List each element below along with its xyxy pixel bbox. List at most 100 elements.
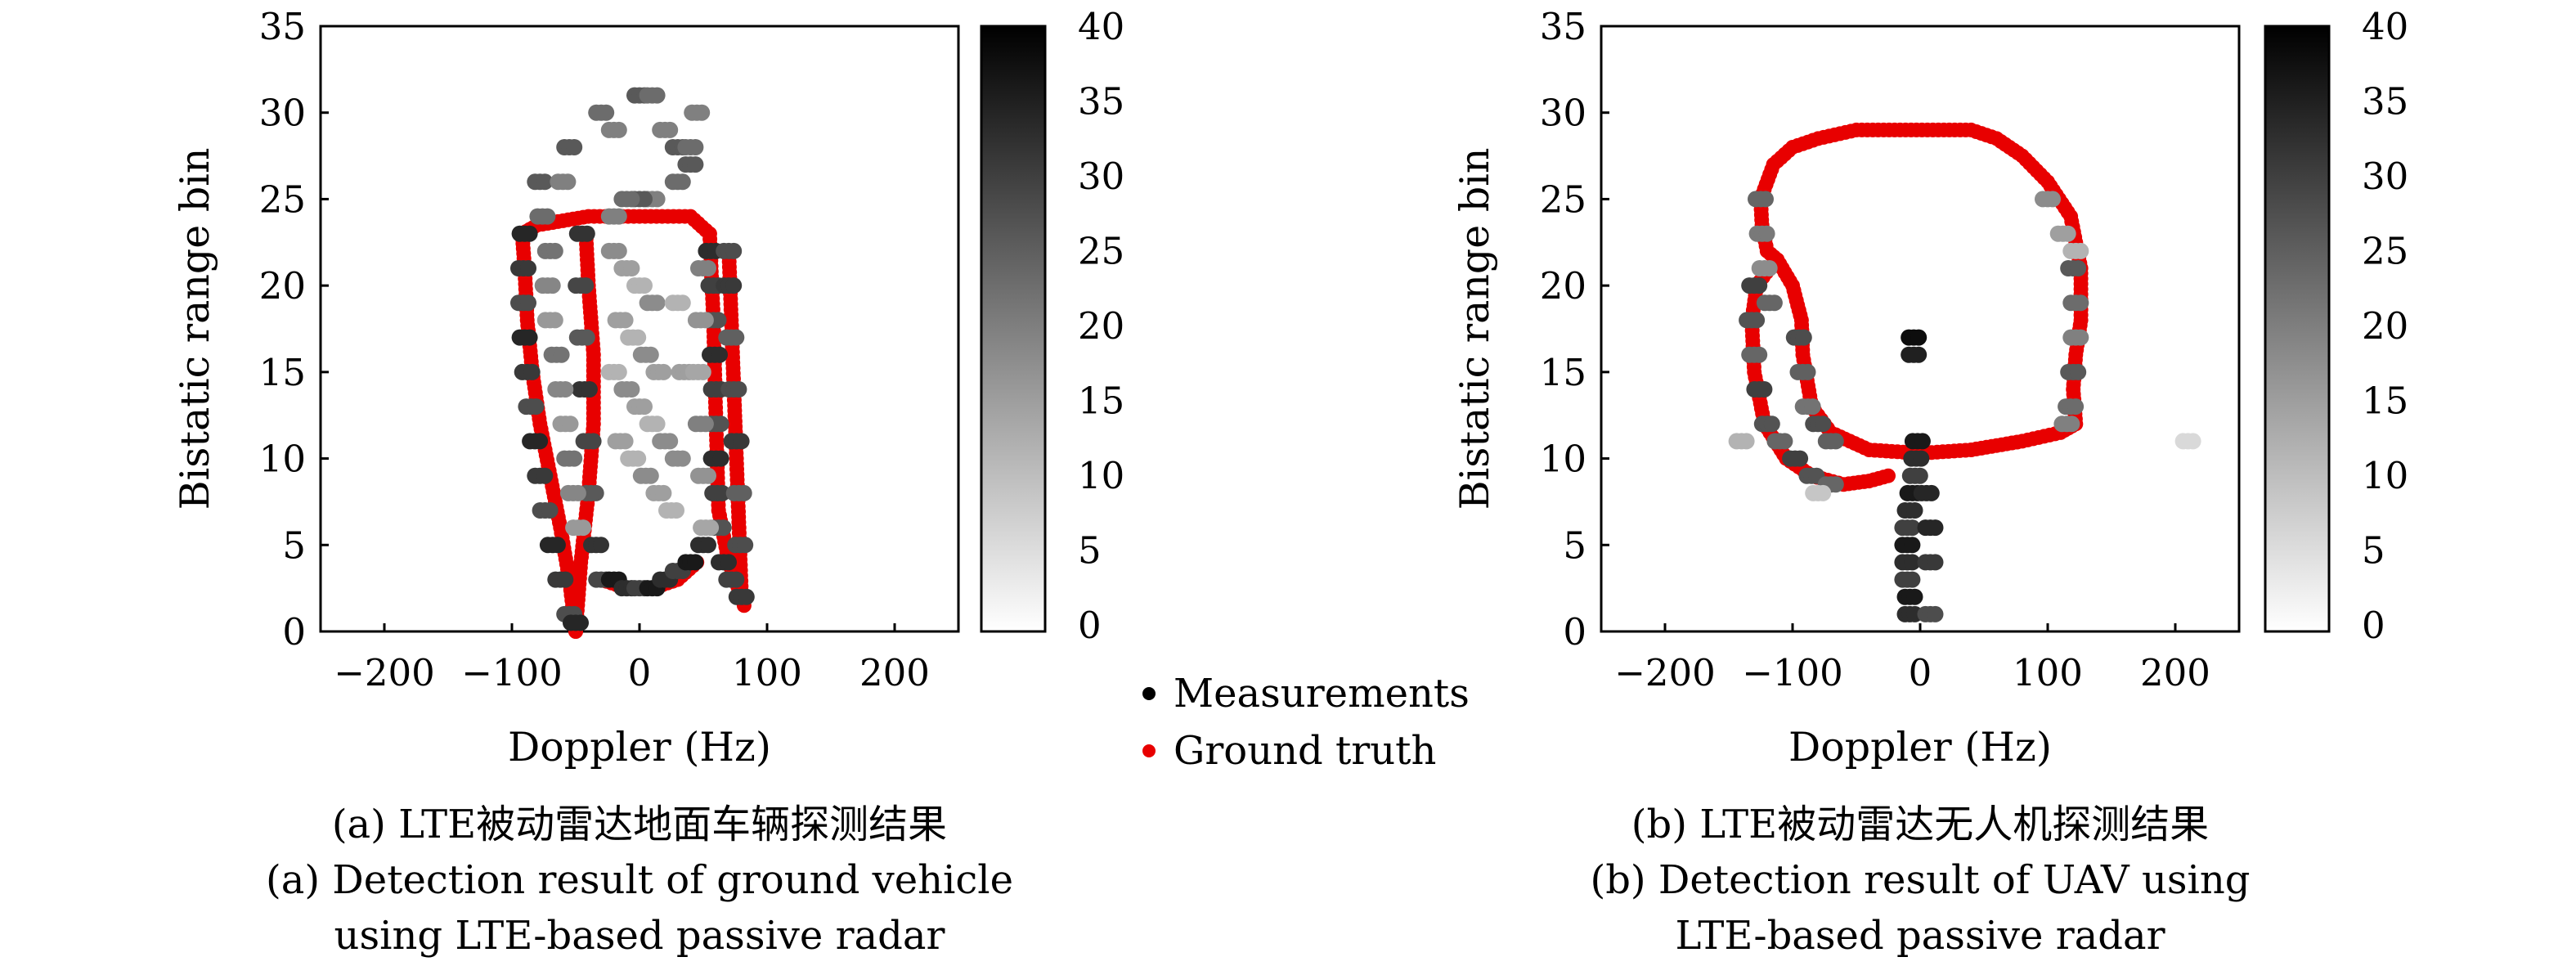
measurement-point — [1906, 588, 1923, 605]
measurement-point — [1757, 191, 1774, 208]
x-tick-label: −200 — [1614, 651, 1716, 694]
measurement-point — [1904, 571, 1921, 588]
colorbar-tick-label: 10 — [2362, 454, 2408, 497]
measurement-point — [694, 363, 711, 380]
y-ticks: 0 5 10 15 20 25 30 35 — [259, 5, 329, 654]
measurement-point — [598, 104, 615, 121]
measurement-point — [714, 484, 731, 501]
measurement-point — [636, 191, 653, 208]
measurement-point — [697, 312, 714, 329]
measurement-point — [562, 416, 579, 433]
measurement-point — [1761, 260, 1778, 276]
measurement-point — [617, 433, 634, 450]
colorbar-tick-label: 30 — [2362, 155, 2408, 198]
y-axis-label: Bistatic range bin — [1452, 148, 1498, 510]
measurement-point — [687, 139, 704, 155]
measurement-point — [610, 208, 627, 225]
ground-truth-point — [1881, 468, 1896, 483]
measurement-point — [2063, 416, 2080, 433]
colorbar-tick-label: 35 — [1078, 80, 1124, 124]
measurement-point — [1748, 312, 1766, 329]
x-tick-label: 100 — [2013, 651, 2083, 694]
measurement-point — [1815, 416, 1832, 433]
measurement-point — [693, 104, 711, 121]
x-tick-label: 100 — [732, 651, 802, 694]
measurement-point — [1910, 346, 1928, 363]
colorbar-gradient — [2264, 25, 2331, 633]
measurement-point — [712, 450, 729, 467]
measurement-point — [566, 139, 583, 155]
legend-label-ground-truth: Ground truth — [1174, 728, 1436, 774]
measurement-point — [720, 554, 737, 571]
x-tick-label: 200 — [859, 651, 930, 694]
y-axis-label: Bistatic range bin — [172, 148, 218, 510]
legend-marker-measurements — [1142, 687, 1156, 700]
measurement-point — [610, 363, 627, 380]
caption-en-line2: using LTE-based passive radar — [334, 913, 945, 959]
colorbar: 0 5 10 15 20 25 30 35 40 — [980, 5, 1124, 647]
measurement-point — [523, 363, 541, 380]
y-ticks: 0 5 10 15 20 25 30 35 — [1540, 5, 1609, 654]
x-tick-label: −100 — [461, 651, 563, 694]
measurement-point — [1904, 554, 1921, 571]
measurement-point — [539, 208, 556, 225]
measurement-point — [735, 484, 752, 501]
measurement-point — [520, 260, 536, 276]
caption-en-line1: (b) Detection result of UAV using — [1590, 857, 2250, 903]
measurement-point — [1763, 416, 1780, 433]
measurement-point — [546, 242, 563, 259]
measurement-point — [536, 467, 554, 484]
measurement-point — [700, 467, 716, 484]
measurement-point — [1910, 329, 1928, 346]
measurement-point — [655, 363, 672, 380]
measurement-point — [610, 242, 627, 259]
measurement-point — [737, 537, 754, 554]
measurement-point — [1927, 605, 1944, 622]
measurement-point — [610, 121, 627, 138]
measurement-point — [1751, 277, 1768, 294]
measurement-point — [1827, 433, 1844, 450]
measurement-point — [728, 329, 745, 346]
measurement-point — [623, 381, 640, 398]
measurement-point — [1756, 381, 1773, 398]
measurement-point — [623, 260, 640, 276]
measurement-point — [2067, 398, 2085, 416]
measurement-point — [617, 312, 634, 329]
measurement-point — [1804, 398, 1821, 416]
measurement-point — [674, 450, 691, 467]
colorbar-tick-label: 5 — [2362, 529, 2385, 573]
x-axis-label: Doppler (Hz) — [508, 724, 771, 771]
colorbar-tick-label: 15 — [2362, 380, 2408, 423]
measurement-point — [700, 537, 716, 554]
plot-frame — [319, 25, 960, 633]
measurement-point — [1904, 519, 1921, 537]
colorbar-tick-label: 10 — [1078, 454, 1124, 497]
y-tick-label: 30 — [1540, 92, 1586, 135]
measurement-point — [697, 416, 714, 433]
measurement-point — [557, 381, 574, 398]
measurement-point — [1927, 554, 1944, 571]
measurement-point — [532, 433, 549, 450]
measurement-point — [566, 450, 583, 467]
x-tick-label: 0 — [628, 651, 652, 694]
measurement-point — [575, 519, 592, 537]
measurement-point — [715, 519, 732, 537]
measurement-point — [1827, 476, 1844, 493]
measurement-point — [1913, 450, 1930, 467]
measurement-point — [655, 484, 672, 501]
measurement-point — [593, 537, 609, 554]
measurement-point — [527, 398, 545, 416]
measurement-point — [1815, 484, 1832, 501]
x-tick-label: −200 — [334, 651, 435, 694]
colorbar-ticks: 0 5 10 15 20 25 30 35 40 — [2362, 5, 2408, 647]
measurement-point — [572, 614, 589, 631]
measurement-point — [2070, 260, 2087, 276]
y-tick-label: 30 — [259, 92, 306, 135]
measurement-point — [553, 346, 570, 363]
y-tick-label: 0 — [1563, 610, 1586, 654]
colorbar-ticks: 0 5 10 15 20 25 30 35 40 — [1078, 5, 1124, 647]
measurement-point — [1923, 484, 1940, 501]
measurement-point — [1927, 519, 1944, 537]
